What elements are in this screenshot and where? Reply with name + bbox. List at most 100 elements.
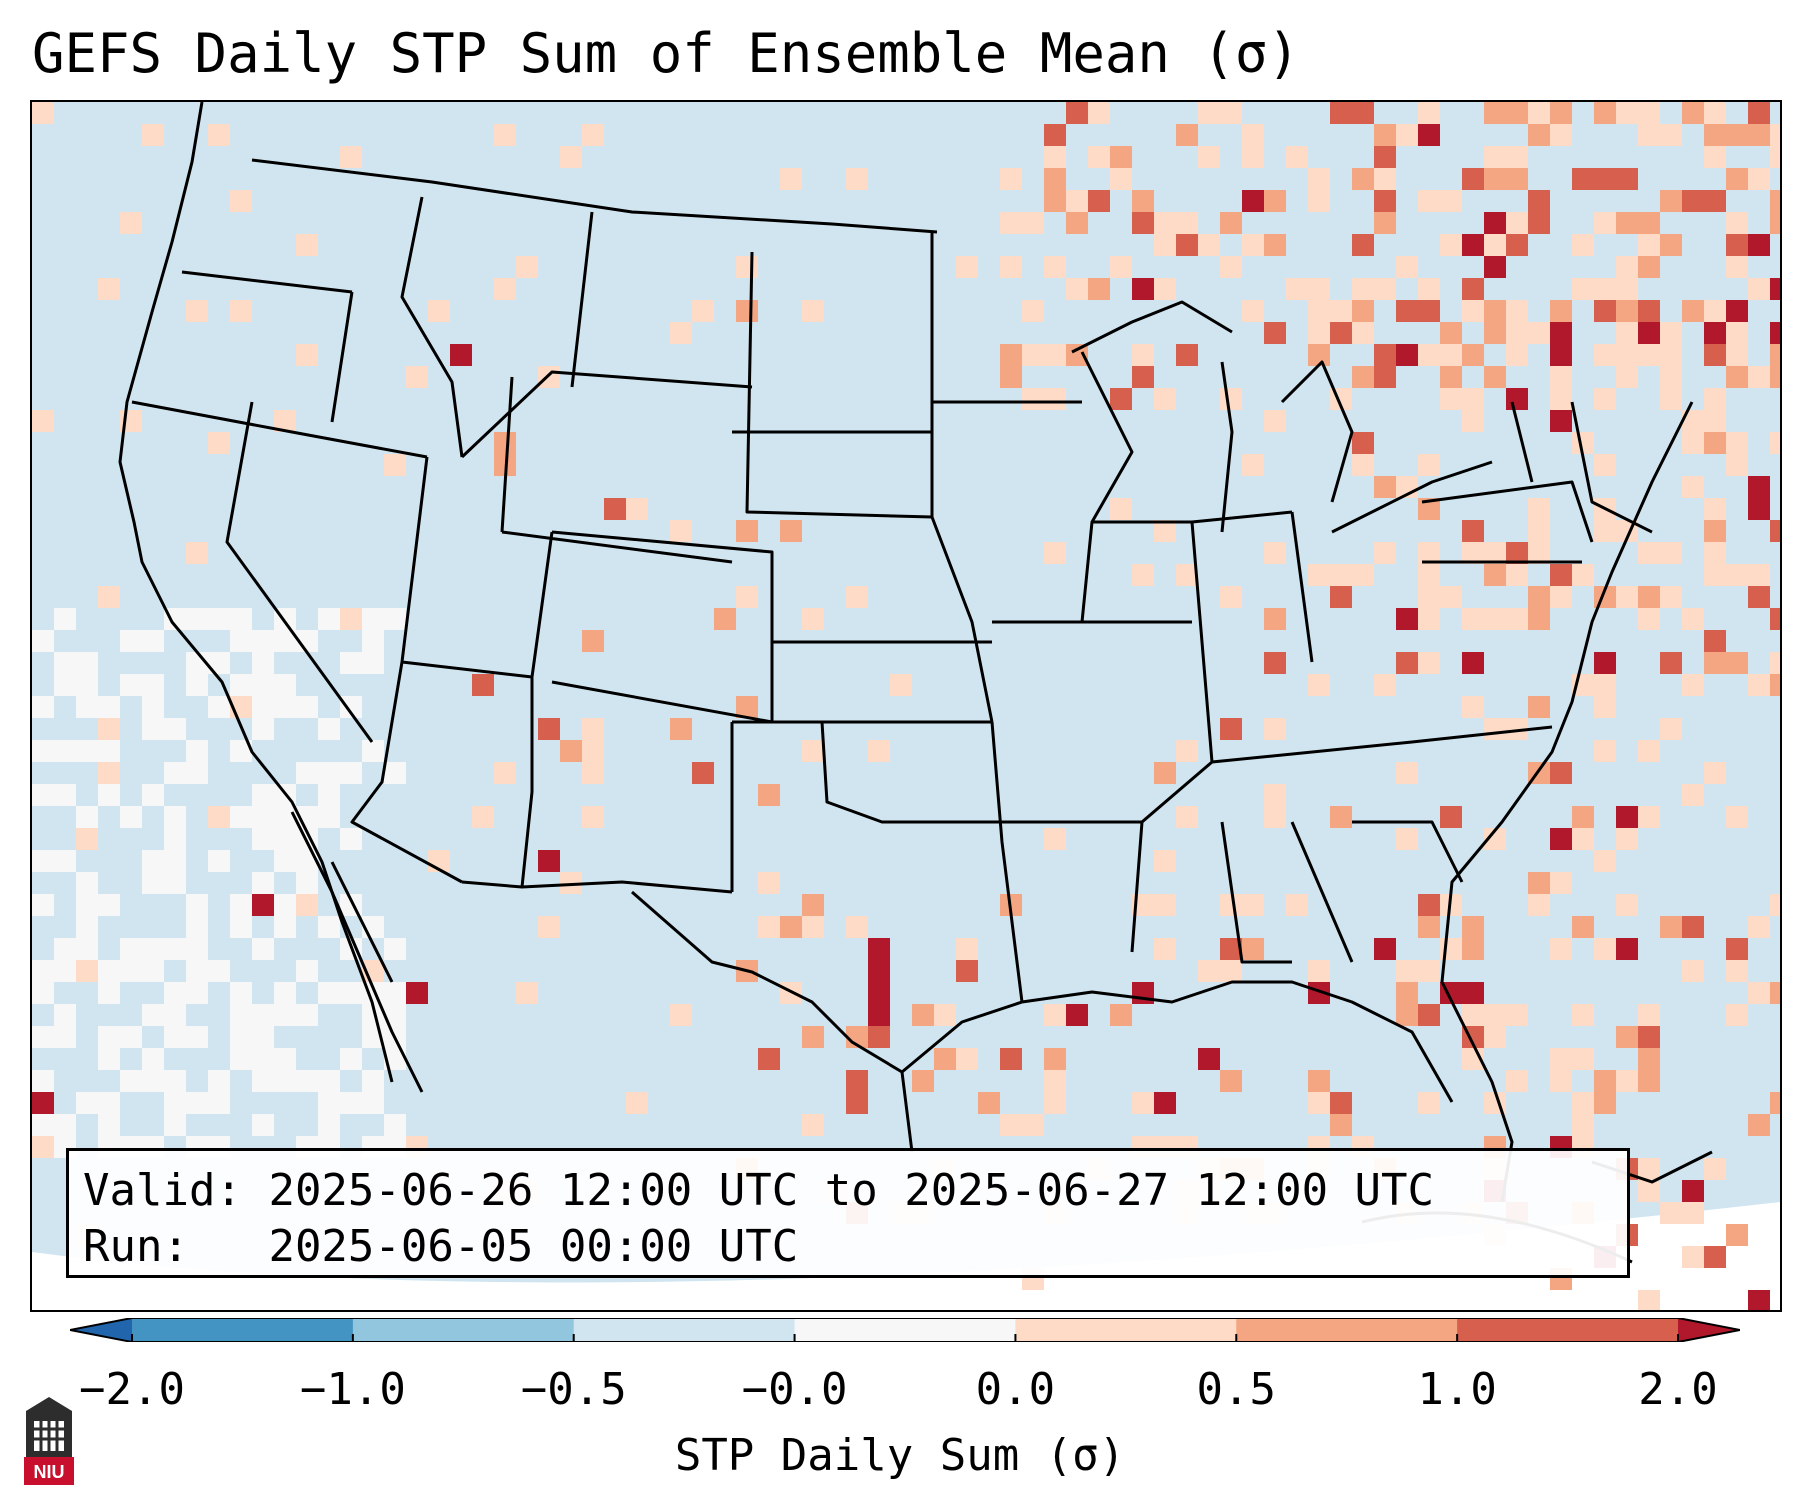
anomaly-cell — [1528, 586, 1550, 608]
anomaly-cell — [1660, 322, 1682, 344]
anomaly-cell — [1594, 212, 1616, 234]
anomaly-cells — [32, 102, 1780, 1310]
anomaly-cell — [1022, 300, 1044, 322]
anomaly-cell — [1220, 718, 1242, 740]
anomaly-cell — [1770, 190, 1780, 212]
anomaly-cell — [1704, 146, 1726, 168]
anomaly-cell — [1330, 806, 1352, 828]
anomaly-cell — [318, 916, 340, 938]
anomaly-cell — [1550, 938, 1572, 960]
anomaly-cell — [120, 938, 142, 960]
anomaly-cell — [1638, 1290, 1660, 1310]
anomaly-cell — [1484, 322, 1506, 344]
anomaly-cell — [1506, 212, 1528, 234]
anomaly-cell — [186, 894, 208, 916]
colorbar-bin — [1236, 1318, 1458, 1342]
anomaly-cell — [1352, 278, 1374, 300]
anomaly-cell — [1550, 124, 1572, 146]
anomaly-cell — [1594, 168, 1616, 190]
anomaly-cell — [1462, 652, 1484, 674]
anomaly-cell — [494, 278, 516, 300]
anomaly-cell — [54, 938, 76, 960]
anomaly-cell — [1132, 344, 1154, 366]
anomaly-cell — [1308, 674, 1330, 696]
anomaly-cell — [1528, 124, 1550, 146]
colorbar-bin — [573, 1318, 796, 1342]
anomaly-cell — [252, 1048, 274, 1070]
anomaly-cell — [120, 212, 142, 234]
anomaly-cell — [1022, 344, 1044, 366]
anomaly-cell — [1088, 190, 1110, 212]
anomaly-cell — [846, 168, 868, 190]
anomaly-cell — [1506, 344, 1528, 366]
anomaly-cell — [802, 916, 824, 938]
anomaly-cell — [1748, 498, 1770, 520]
anomaly-cell — [340, 652, 362, 674]
anomaly-cell — [1088, 146, 1110, 168]
anomaly-cell — [142, 938, 164, 960]
anomaly-cell — [1352, 322, 1374, 344]
anomaly-cell — [1748, 234, 1770, 256]
anomaly-cell — [142, 124, 164, 146]
anomaly-cell — [1352, 168, 1374, 190]
anomaly-cell — [54, 1026, 76, 1048]
anomaly-cell — [1418, 124, 1440, 146]
anomaly-cell — [1726, 938, 1748, 960]
anomaly-cell — [1264, 234, 1286, 256]
anomaly-cell — [32, 1136, 54, 1158]
anomaly-cell — [340, 762, 362, 784]
anomaly-cell — [1000, 366, 1022, 388]
anomaly-cell — [164, 762, 186, 784]
colorbar-extend-high — [1678, 1318, 1740, 1342]
anomaly-cell — [1330, 564, 1352, 586]
anomaly-cell — [32, 630, 54, 652]
anomaly-cell — [208, 608, 230, 630]
anomaly-cell — [1396, 300, 1418, 322]
anomaly-cell — [1066, 102, 1088, 124]
anomaly-cell — [538, 916, 560, 938]
anomaly-cell — [1154, 388, 1176, 410]
anomaly-cell — [1352, 300, 1374, 322]
anomaly-cell — [846, 1092, 868, 1114]
anomaly-cell — [164, 872, 186, 894]
anomaly-cell — [1264, 410, 1286, 432]
anomaly-cell — [362, 740, 384, 762]
colorbar-bin — [132, 1318, 354, 1342]
anomaly-cell — [384, 1114, 406, 1136]
anomaly-cell — [1484, 102, 1506, 124]
anomaly-cell — [1594, 674, 1616, 696]
anomaly-cell — [1220, 1070, 1242, 1092]
anomaly-cell — [1110, 498, 1132, 520]
anomaly-cell — [1484, 1004, 1506, 1026]
anomaly-cell — [1264, 652, 1286, 674]
anomaly-cell — [230, 674, 252, 696]
niu-logo: NIU — [24, 1397, 74, 1485]
anomaly-cell — [956, 1048, 978, 1070]
anomaly-cell — [142, 696, 164, 718]
anomaly-cell — [802, 740, 824, 762]
anomaly-cell — [208, 1070, 230, 1092]
anomaly-cell — [494, 124, 516, 146]
anomaly-cell — [956, 960, 978, 982]
anomaly-cell — [1638, 542, 1660, 564]
anomaly-cell — [98, 278, 120, 300]
anomaly-cell — [120, 1026, 142, 1048]
anomaly-cell — [1726, 322, 1748, 344]
anomaly-cell — [1264, 806, 1286, 828]
anomaly-cell — [1682, 1246, 1704, 1268]
anomaly-cell — [1594, 1070, 1616, 1092]
anomaly-cell — [1462, 278, 1484, 300]
anomaly-cell — [846, 586, 868, 608]
anomaly-cell — [846, 916, 868, 938]
anomaly-cell — [1506, 608, 1528, 630]
anomaly-cell — [1704, 652, 1726, 674]
anomaly-cell — [1044, 542, 1066, 564]
anomaly-cell — [1154, 234, 1176, 256]
anomaly-cell — [1308, 190, 1330, 212]
anomaly-cell — [1462, 168, 1484, 190]
anomaly-cell — [1550, 388, 1572, 410]
anomaly-cell — [1484, 300, 1506, 322]
anomaly-cell — [164, 1004, 186, 1026]
anomaly-cell — [1528, 102, 1550, 124]
anomaly-cell — [142, 872, 164, 894]
